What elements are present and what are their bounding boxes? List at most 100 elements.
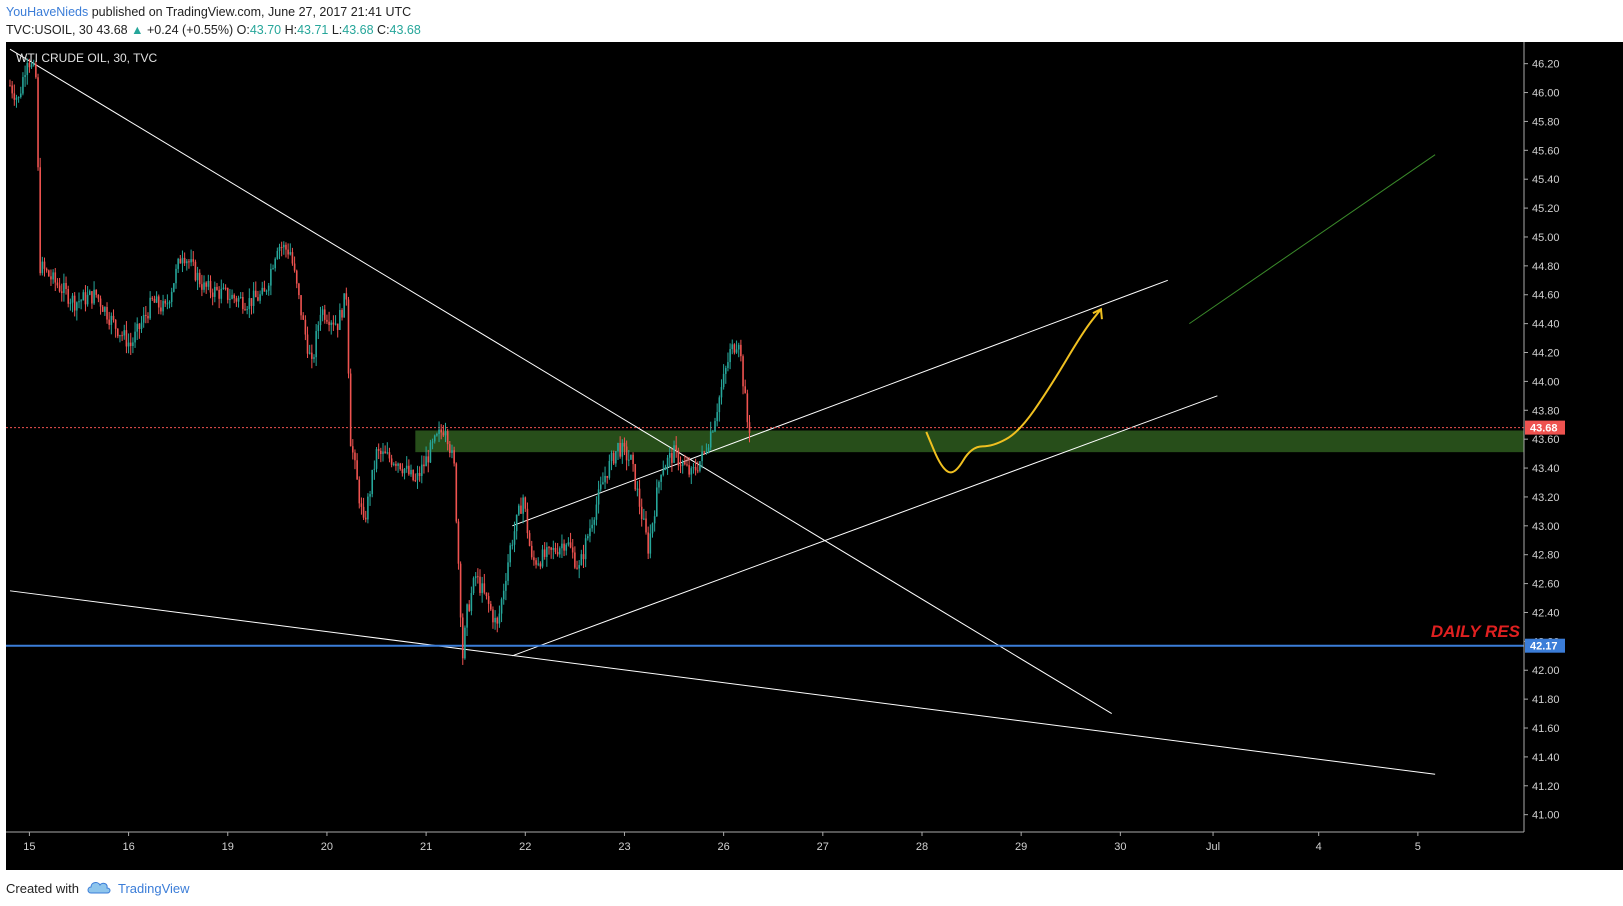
candle-body	[349, 373, 352, 447]
candle-body	[142, 314, 145, 323]
candle-body	[709, 431, 712, 448]
candle-body	[653, 516, 656, 524]
candle-body	[19, 93, 22, 98]
candle-body	[565, 544, 568, 551]
candle-body	[302, 315, 305, 320]
candle-body	[196, 272, 199, 281]
candle-body	[543, 549, 546, 557]
candle-body	[578, 565, 580, 569]
candle-body	[24, 75, 26, 78]
candle-body	[88, 291, 91, 295]
candle-body	[263, 287, 266, 292]
x-tick-label: 28	[916, 841, 928, 853]
candle-body	[420, 464, 423, 476]
candle-body	[364, 517, 367, 520]
candle-body	[522, 497, 524, 514]
candle-body	[392, 463, 395, 465]
candle-body	[677, 450, 680, 466]
candle-body	[558, 548, 561, 555]
candle-body	[371, 469, 374, 495]
candle-body	[58, 285, 61, 292]
candle-body	[528, 533, 531, 546]
candle-body	[211, 292, 214, 297]
candle-body	[132, 342, 134, 347]
candle-body	[110, 315, 113, 325]
candle-body	[597, 489, 600, 505]
candle-body	[584, 538, 587, 560]
candle-body	[481, 583, 483, 593]
y-tick-label: 45.00	[1532, 232, 1560, 244]
y-tick-label: 42.60	[1532, 579, 1560, 591]
candle-body	[638, 488, 641, 507]
candle-body	[352, 446, 354, 453]
open-label: O:	[236, 23, 250, 37]
candle-body	[323, 309, 326, 320]
candle-body	[287, 249, 289, 255]
candle-body	[718, 397, 721, 413]
y-tick-label: 41.60	[1532, 723, 1560, 735]
candle-body	[334, 323, 337, 325]
candle-body	[429, 442, 432, 463]
x-tick-label: 22	[519, 841, 531, 853]
candle-body	[276, 250, 279, 259]
candle-body	[63, 283, 65, 293]
tradingview-link[interactable]: TradingView	[118, 881, 190, 896]
author-link[interactable]: YouHaveNieds	[6, 5, 89, 19]
candle-body	[261, 287, 264, 295]
candle-body	[694, 467, 697, 471]
candle-body	[99, 298, 102, 307]
candle-body	[444, 431, 447, 436]
candle-body	[502, 590, 505, 600]
candle-body	[101, 306, 104, 312]
candle-body	[457, 521, 460, 564]
candle-body	[606, 475, 609, 478]
candle-body	[673, 445, 675, 463]
candle-body	[720, 387, 723, 398]
y-tick-label: 42.40	[1532, 607, 1560, 619]
y-tick-label: 44.00	[1532, 376, 1560, 388]
candle-body	[461, 617, 464, 659]
candle-body	[377, 449, 380, 451]
candle-body	[298, 283, 300, 296]
candle-body	[332, 322, 335, 325]
x-tick-label: 15	[23, 841, 35, 853]
candle-body	[526, 508, 529, 534]
candle-body	[216, 286, 218, 290]
candle-body	[237, 297, 240, 302]
candle-body	[664, 466, 667, 471]
y-tick-label: 41.20	[1532, 781, 1560, 793]
candle-body	[608, 460, 611, 478]
candle-body	[401, 469, 404, 474]
candle-body	[201, 284, 203, 290]
candle-body	[425, 456, 427, 467]
y-tick-label: 45.60	[1532, 145, 1560, 157]
candle-body	[380, 450, 382, 454]
price-chart[interactable]: 46.20 46.00 45.80 45.60 45.40 45.20 45.00 44.80…	[6, 42, 1623, 870]
candle-body	[52, 272, 54, 280]
candle-body	[681, 462, 684, 466]
published-text: published on TradingView.com, June 27, 2…	[91, 5, 412, 19]
candle-body	[354, 452, 356, 461]
candle-body	[498, 613, 501, 624]
low-label: L:	[331, 23, 343, 37]
y-tick-label: 44.20	[1532, 348, 1560, 360]
candle-body	[125, 330, 128, 347]
price-change: +0.24 (+0.55%)	[146, 23, 234, 37]
candle-body	[248, 298, 251, 310]
candle-body	[479, 576, 481, 593]
candle-body	[291, 252, 294, 264]
candle-body	[35, 64, 37, 78]
candle-body	[347, 299, 350, 374]
candle-body	[621, 442, 624, 457]
candle-body	[9, 85, 11, 87]
candle-body	[716, 412, 718, 422]
candle-body	[724, 367, 727, 374]
trendline-channel-bottom	[512, 395, 1218, 657]
candle-body	[550, 547, 552, 550]
candle-body	[591, 524, 593, 529]
candle-body	[636, 488, 639, 490]
candle-body	[602, 482, 604, 485]
candle-body	[410, 469, 412, 475]
publish-header: YouHaveNieds published on TradingView.co…	[0, 0, 1623, 42]
candle-body	[233, 294, 236, 299]
